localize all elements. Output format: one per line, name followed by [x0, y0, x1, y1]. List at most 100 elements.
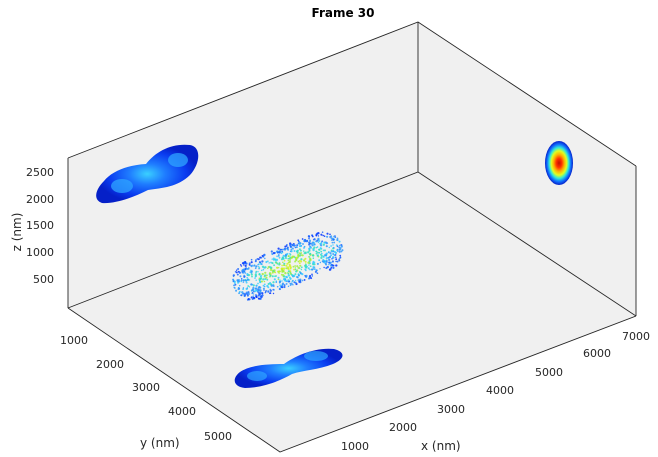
cloud-point — [289, 266, 292, 269]
cloud-point — [277, 266, 280, 269]
cloud-point — [322, 255, 325, 258]
cloud-point — [296, 244, 299, 247]
cloud-point — [292, 244, 294, 247]
cloud-point — [298, 262, 301, 265]
cloud-point — [295, 270, 298, 273]
cloud-point — [295, 258, 298, 262]
cloud-point — [295, 246, 298, 248]
cloud-point — [277, 276, 280, 279]
cloud-point — [316, 246, 319, 248]
cloud-point — [257, 291, 260, 294]
cloud-point — [296, 265, 299, 268]
cloud-point — [273, 269, 276, 272]
cloud-point — [311, 275, 314, 277]
cloud-point — [313, 238, 316, 241]
cloud-point — [323, 266, 325, 269]
cloud-point — [279, 280, 282, 283]
cloud-point — [303, 278, 306, 281]
cloud-point — [254, 260, 257, 263]
cloud-point — [261, 294, 264, 297]
cloud-point — [313, 246, 316, 249]
cloud-point — [249, 271, 252, 274]
cloud-point — [246, 278, 250, 281]
cloud-point — [259, 275, 262, 278]
cloud-point — [287, 259, 290, 262]
cloud-point — [307, 261, 310, 264]
cloud-point — [263, 285, 266, 288]
cloud-point — [252, 295, 255, 298]
cloud-point — [250, 265, 253, 268]
cloud-point — [252, 293, 255, 295]
cloud-point — [246, 276, 249, 279]
cloud-point — [317, 241, 320, 244]
cloud-point — [257, 286, 261, 289]
cloud-point — [269, 274, 272, 277]
cloud-point — [273, 289, 275, 291]
cloud-point — [340, 243, 343, 246]
cloud-point — [311, 235, 314, 238]
cloud-point — [326, 232, 329, 235]
cloud-point — [318, 239, 321, 243]
cloud-point — [238, 271, 241, 274]
cloud-point — [295, 256, 298, 259]
cloud-point — [270, 284, 273, 287]
box-edge-front — [67, 307, 637, 453]
cloud-point — [255, 265, 258, 268]
cloud-point — [274, 271, 277, 274]
y-tick-label: 3000 — [132, 381, 160, 394]
cloud-point — [257, 265, 260, 268]
cloud-point — [287, 270, 290, 273]
cloud-point — [246, 268, 248, 270]
cloud-point — [318, 259, 321, 262]
cloud-point — [265, 260, 268, 264]
cloud-point — [315, 240, 318, 243]
cloud-point — [276, 266, 279, 269]
cloud-point — [333, 235, 336, 238]
cloud-point — [244, 272, 247, 274]
cloud-point — [282, 278, 286, 281]
cloud-point — [232, 274, 235, 277]
cloud-point — [300, 266, 303, 269]
cloud-point — [309, 257, 312, 261]
cloud-point — [277, 278, 280, 281]
cloud-point — [260, 269, 263, 272]
chart-title: Frame 30 — [312, 6, 375, 20]
projection-xz-wall — [545, 141, 573, 185]
cloud-point — [244, 264, 247, 267]
cloud-point — [325, 257, 328, 260]
cloud-point — [328, 255, 332, 259]
y-tick-label: 1000 — [60, 334, 88, 347]
cloud-point — [325, 254, 328, 257]
cloud-point — [259, 289, 262, 292]
cloud-point — [297, 279, 300, 282]
cloud-point — [314, 270, 317, 273]
cloud-point — [261, 260, 264, 263]
cloud-point — [262, 287, 265, 290]
cloud-point — [320, 250, 323, 253]
cloud-point — [245, 281, 248, 284]
cloud-point — [280, 258, 284, 261]
cloud-point — [301, 272, 304, 276]
cloud-point — [262, 278, 265, 281]
cloud-point — [331, 265, 334, 267]
cloud-point — [286, 262, 289, 265]
cloud-point — [338, 250, 341, 253]
cloud-point — [263, 254, 266, 256]
cloud-point — [292, 279, 294, 282]
cloud-point — [334, 256, 337, 259]
cloud-point — [323, 241, 326, 244]
cloud-point — [319, 268, 321, 270]
cloud-point — [288, 257, 291, 260]
cloud-point — [264, 257, 266, 260]
cloud-point — [239, 264, 242, 266]
cloud-point — [257, 297, 260, 300]
cloud-point — [328, 263, 330, 266]
cloud-point — [322, 249, 325, 252]
cloud-point — [234, 283, 237, 286]
cloud-point — [279, 284, 282, 287]
cloud-point — [309, 240, 312, 243]
cloud-point — [307, 234, 311, 238]
cloud-point — [258, 267, 260, 270]
projection-xy-floor — [234, 348, 343, 388]
cloud-point — [311, 273, 313, 276]
